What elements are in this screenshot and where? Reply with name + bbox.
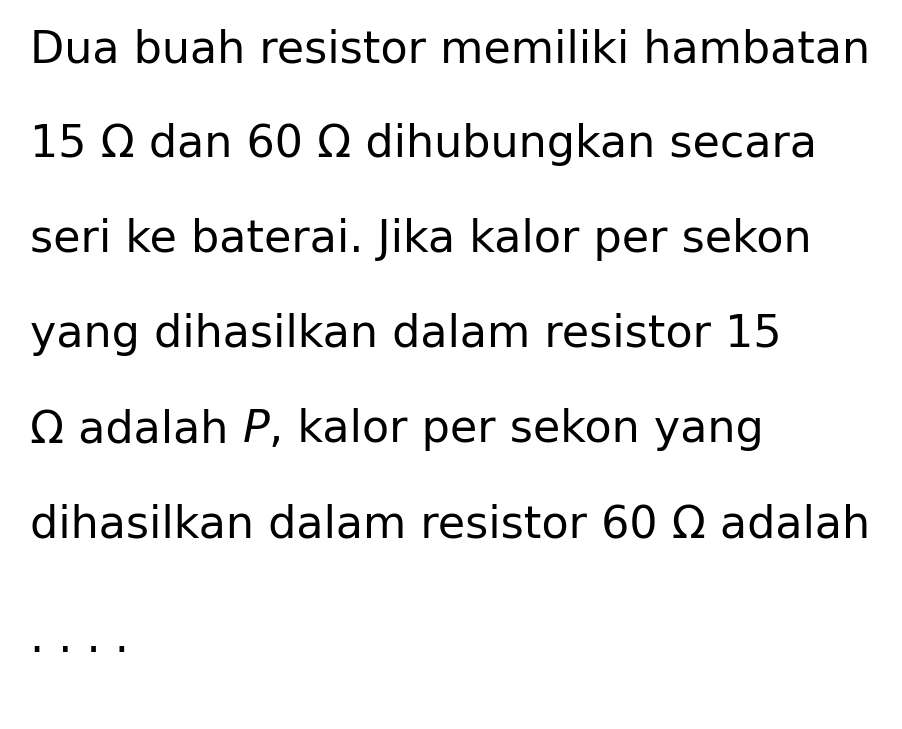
Text: Dua buah resistor memiliki hambatan: Dua buah resistor memiliki hambatan (30, 28, 870, 71)
Text: 15 Ω dan 60 Ω dihubungkan secara: 15 Ω dan 60 Ω dihubungkan secara (30, 123, 817, 166)
Text: Ω adalah: Ω adalah (30, 408, 243, 451)
Text: seri ke baterai. Jika kalor per sekon: seri ke baterai. Jika kalor per sekon (30, 218, 812, 261)
Text: . . . .: . . . . (30, 618, 129, 661)
Text: , kalor per sekon yang: , kalor per sekon yang (270, 408, 764, 451)
Text: dihasilkan dalam resistor 60 Ω adalah: dihasilkan dalam resistor 60 Ω adalah (30, 503, 870, 546)
Text: P: P (243, 408, 270, 451)
Text: yang dihasilkan dalam resistor 15: yang dihasilkan dalam resistor 15 (30, 313, 782, 356)
